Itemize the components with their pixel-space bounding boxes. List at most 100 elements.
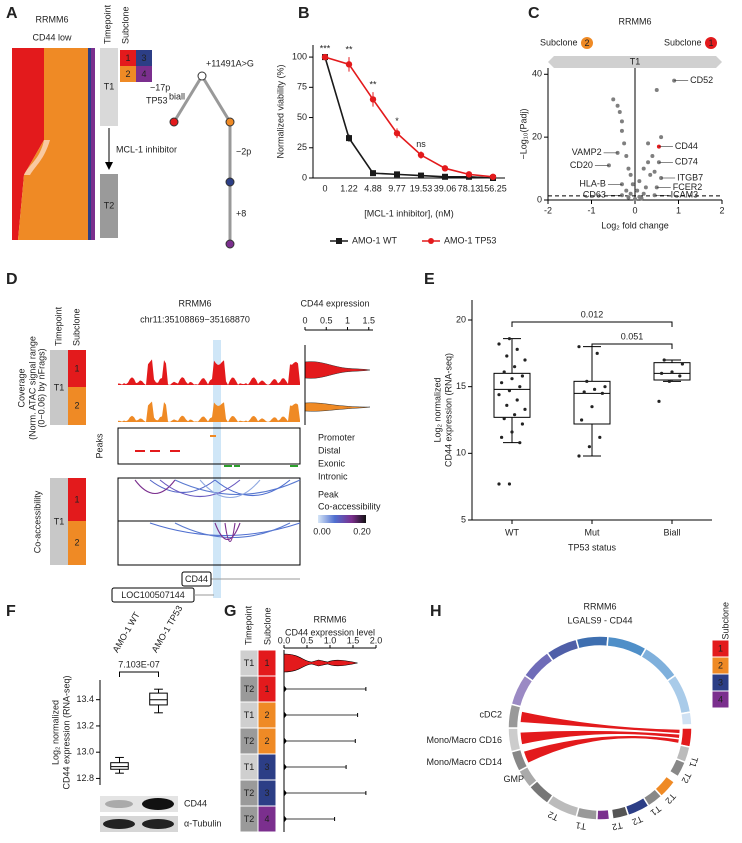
- point: [513, 413, 517, 417]
- point: [617, 110, 622, 114]
- y-tick-label: 13.0: [76, 747, 94, 757]
- x-tick-label: 1.5: [362, 315, 375, 325]
- p-value: 0.051: [621, 331, 644, 341]
- point: [619, 119, 624, 124]
- legend-label: Exonic: [318, 458, 346, 468]
- y-axis-label: Log₂ normalized: [50, 700, 60, 765]
- legend-label: 3: [718, 677, 723, 687]
- subtitle: CD44 low: [32, 32, 72, 42]
- group-badge: [705, 37, 717, 49]
- segment-label: T2: [630, 814, 644, 828]
- y-tick-label: 13.4: [76, 694, 94, 704]
- track-label: Peaks: [94, 433, 104, 459]
- x-tick-label: 0: [322, 183, 327, 193]
- subclone: 3: [264, 788, 269, 798]
- y-tick-label: 15: [456, 381, 466, 391]
- colorbar-label: 0.20: [353, 526, 371, 536]
- segment-label: T1: [649, 804, 663, 818]
- band: [103, 819, 135, 829]
- point: [513, 365, 517, 369]
- subclone: 2: [125, 69, 130, 79]
- point: [520, 422, 525, 426]
- ring-segment: [639, 647, 677, 683]
- point: [500, 435, 504, 439]
- x-tick-label: 0.5: [320, 315, 333, 325]
- gene-label: LOC100507144: [121, 590, 185, 600]
- track-box: [117, 427, 301, 465]
- point: [505, 403, 509, 407]
- x-tick-label: 19.53: [410, 183, 433, 193]
- point: [633, 197, 637, 202]
- ribbon: [519, 710, 681, 735]
- violin: [283, 684, 366, 694]
- violin: [283, 736, 356, 746]
- point: [523, 407, 527, 411]
- link: [134, 479, 176, 495]
- ring-segment: [575, 635, 609, 650]
- point: [603, 385, 607, 389]
- legend-label: AMO-1 WT: [352, 235, 397, 245]
- ring-segment: [523, 651, 555, 683]
- timepoint: T2: [244, 684, 255, 694]
- point: [659, 135, 664, 140]
- timepoint: T2: [104, 200, 115, 210]
- legend-swatch: [711, 690, 730, 709]
- header: Timepoint: [102, 4, 112, 44]
- point: [619, 128, 624, 133]
- subtitle: LGALS9 - CD44: [567, 615, 632, 625]
- x-tick-label: 2: [719, 205, 724, 215]
- legend-title: Peak: [318, 489, 339, 499]
- point: [652, 169, 657, 174]
- point: [662, 358, 666, 362]
- x-tick-label: 39.06: [434, 183, 457, 193]
- panel-label: C: [528, 5, 540, 22]
- title: RRMM6: [36, 14, 69, 24]
- clone-area: [24, 140, 50, 175]
- y-tick-label: 20: [532, 132, 542, 142]
- subclone: 1: [264, 658, 269, 668]
- point: [505, 354, 509, 358]
- box: [573, 380, 611, 425]
- group-label: Subclone: [664, 37, 702, 47]
- header: Subclone: [71, 308, 81, 346]
- x-tick-label: Mut: [584, 527, 600, 537]
- subclone: 2: [264, 710, 269, 720]
- coverage: [118, 401, 300, 422]
- point: [646, 160, 651, 165]
- marker: [418, 172, 424, 179]
- point-label: CD44: [675, 141, 698, 151]
- x-tick-label: 2.0: [370, 635, 383, 645]
- point: [637, 179, 642, 184]
- gene-box: [181, 571, 212, 587]
- point: [615, 103, 620, 108]
- link: [159, 479, 241, 498]
- point-label: CD52: [690, 75, 713, 85]
- x-axis-label: Log₂ fold change: [601, 220, 669, 230]
- subclone: 1: [74, 494, 79, 504]
- x-tick-label: AMO-1 WT: [111, 610, 142, 654]
- subclone-cell: [120, 50, 136, 66]
- marker: [393, 130, 401, 137]
- point: [598, 435, 602, 439]
- legend-label: 2: [718, 660, 723, 670]
- point: [510, 377, 514, 381]
- segment-label: T1: [687, 756, 700, 769]
- point: [628, 172, 633, 177]
- timepoint: T2: [244, 814, 255, 824]
- x-tick-label: 0: [632, 205, 637, 215]
- point: [628, 191, 633, 196]
- ring-segment: [610, 805, 630, 820]
- y-axis-label: Log₂ normalized: [432, 377, 442, 442]
- point: [507, 482, 511, 486]
- title: RRMM6: [619, 16, 652, 26]
- legend-title: Subclone: [720, 602, 730, 640]
- y-axis-label: CD44 expression (RNA-seq): [61, 675, 71, 789]
- region: chr11:35108869−35168870: [140, 314, 250, 324]
- colorbar: [318, 515, 366, 523]
- annotation: ns: [416, 139, 426, 149]
- violin: [283, 814, 335, 824]
- ring-segment: [507, 703, 522, 729]
- subclone: 2: [74, 537, 79, 547]
- x-axis-label: CD44 expression level: [285, 627, 375, 637]
- legend-label: Promoter: [318, 432, 355, 442]
